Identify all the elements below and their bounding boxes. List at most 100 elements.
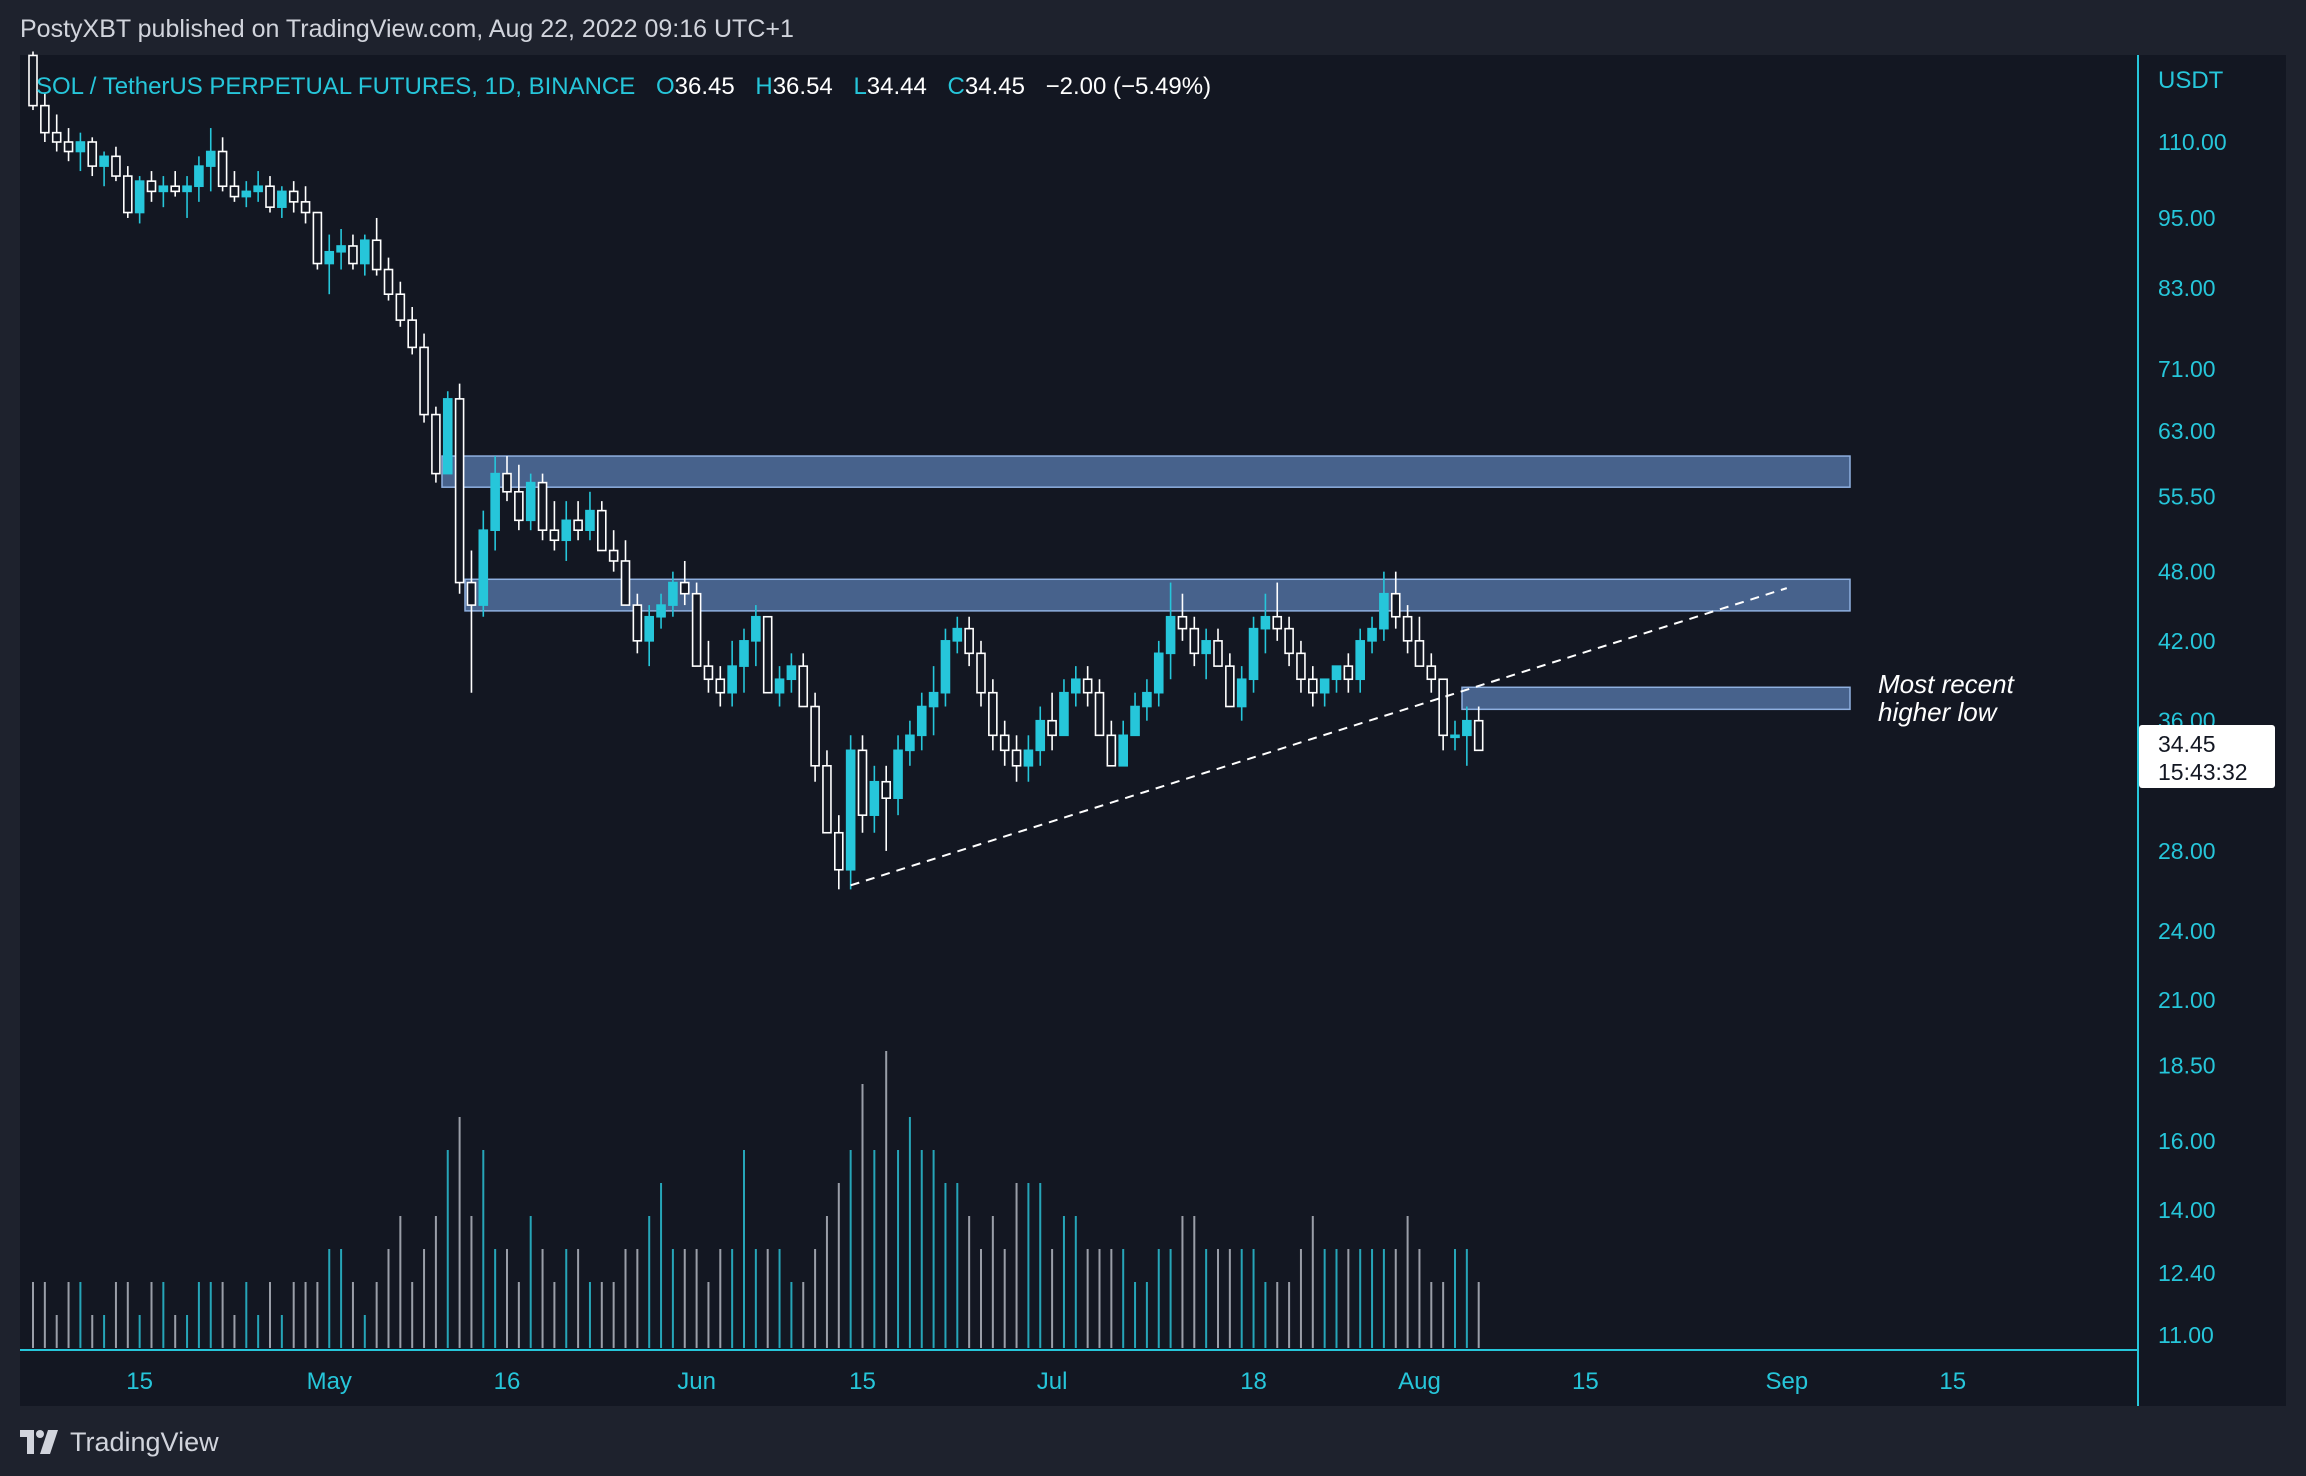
candle[interactable] [940,628,951,707]
candle[interactable] [1189,616,1200,667]
candle[interactable] [561,501,572,561]
candle[interactable] [881,765,892,851]
candle[interactable] [229,171,240,202]
candle[interactable] [869,765,880,833]
candle[interactable] [1106,720,1117,767]
candle[interactable] [1319,678,1330,707]
candle[interactable] [63,128,74,162]
candle[interactable] [277,186,287,218]
candle[interactable] [431,406,441,483]
candle[interactable] [1450,720,1460,751]
candle[interactable] [1272,582,1283,641]
candle[interactable] [407,306,418,355]
candle[interactable] [300,186,311,224]
candle[interactable] [1130,692,1140,737]
candle[interactable] [194,156,204,202]
candle[interactable] [1355,628,1365,693]
candle[interactable] [988,679,998,751]
candle[interactable] [1059,679,1069,737]
candle[interactable] [798,653,809,708]
candle[interactable] [893,735,903,816]
candle[interactable] [1011,735,1022,782]
candle[interactable] [241,181,252,208]
candle[interactable] [1225,653,1235,708]
candle[interactable] [845,735,856,890]
candle[interactable] [265,176,275,213]
candle[interactable] [1296,640,1306,693]
candle[interactable] [679,560,690,606]
candle[interactable] [727,640,737,707]
candle[interactable] [1213,628,1223,667]
candle[interactable] [1331,665,1342,693]
candle[interactable] [383,257,394,301]
candle[interactable] [751,605,761,667]
candle[interactable] [182,176,192,218]
candle[interactable] [490,456,500,551]
candle[interactable] [1260,593,1271,654]
candle[interactable] [1047,692,1057,751]
candle[interactable] [123,166,133,218]
candle[interactable] [1343,653,1354,693]
candle[interactable] [205,128,216,192]
candle[interactable] [478,510,489,617]
support-resistance-zone[interactable] [1461,686,1851,711]
candle[interactable] [87,137,98,177]
candle[interactable] [905,720,915,766]
candle[interactable] [28,51,38,111]
candle[interactable] [1248,616,1259,693]
candle[interactable] [703,640,714,693]
candle[interactable] [1165,582,1176,680]
candle[interactable] [1035,706,1046,766]
support-resistance-zone[interactable] [441,455,1851,488]
candle[interactable] [833,815,844,890]
candle[interactable] [976,640,986,707]
candle[interactable] [324,234,335,295]
candle[interactable] [395,281,406,327]
candle[interactable] [51,114,62,152]
candle[interactable] [217,137,228,192]
candle[interactable] [1462,706,1472,766]
candle[interactable] [359,234,370,276]
candle[interactable] [691,582,702,667]
candle[interactable] [585,491,595,541]
candle[interactable] [134,176,145,224]
candle[interactable] [348,234,358,270]
candle[interactable] [466,550,477,693]
higher-low-annotation[interactable]: Most recent higher low [1878,669,2016,727]
candle[interactable] [928,666,939,736]
candle[interactable] [371,217,382,276]
candle[interactable] [999,720,1010,766]
candle[interactable] [762,615,773,694]
candle[interactable] [1023,735,1034,782]
candle[interactable] [146,171,157,202]
candle[interactable] [312,211,323,270]
candle[interactable] [1201,628,1211,680]
candle[interactable] [1118,720,1128,767]
candle[interactable] [525,473,536,531]
candle[interactable] [288,181,299,213]
candle[interactable] [620,540,631,606]
candle[interactable] [952,616,963,654]
candle[interactable] [573,501,583,541]
candle[interactable] [111,146,121,182]
candle[interactable] [1438,678,1448,751]
candle[interactable] [668,571,678,617]
candle[interactable] [774,666,785,707]
candle[interactable] [549,501,560,551]
candle[interactable] [1142,679,1152,721]
candle[interactable] [857,735,868,833]
candle[interactable] [75,132,86,172]
candle[interactable] [1082,666,1093,707]
candle[interactable] [1402,605,1413,654]
candle[interactable] [442,391,453,475]
candle[interactable] [1390,571,1401,629]
candle[interactable] [656,593,666,629]
candle[interactable] [514,464,524,531]
candle[interactable] [810,692,820,782]
candle[interactable] [739,628,749,693]
candle[interactable] [158,176,169,208]
candle[interactable] [1473,706,1484,752]
candle[interactable] [1414,616,1425,667]
trendline[interactable] [850,587,1788,887]
